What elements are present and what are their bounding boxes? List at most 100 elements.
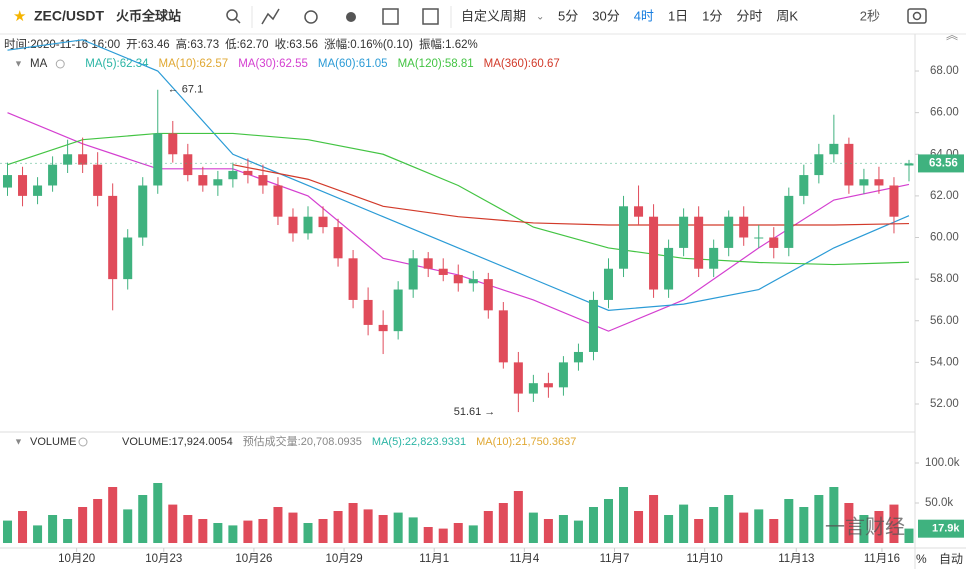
candle-body bbox=[333, 227, 343, 259]
y-tick-label: 66.00 bbox=[930, 107, 959, 119]
toolbar bbox=[0, 0, 966, 34]
candle-body bbox=[889, 185, 899, 217]
theme-icon[interactable] bbox=[346, 12, 356, 22]
volume-bar bbox=[573, 520, 583, 543]
ma-legend: MA(10):62.57 bbox=[159, 58, 229, 70]
period-button[interactable]: 周K bbox=[776, 8, 798, 23]
dropdown-arrow: ⌄ bbox=[536, 12, 544, 23]
volume-bar bbox=[18, 511, 28, 543]
volume-bar bbox=[123, 509, 133, 543]
x-tick-label: 10月26 bbox=[235, 553, 272, 565]
search-icon bbox=[235, 18, 241, 24]
period-button[interactable]: 5分 bbox=[558, 8, 578, 23]
candle-body bbox=[108, 195, 118, 280]
candle-body bbox=[739, 216, 749, 238]
candle-body bbox=[513, 362, 523, 394]
chart-icon[interactable] bbox=[422, 8, 439, 25]
volume-bar bbox=[348, 503, 358, 543]
percent-toggle[interactable]: % bbox=[916, 552, 927, 566]
volume-bar bbox=[679, 504, 689, 543]
candle-body bbox=[168, 133, 178, 155]
candle-body bbox=[724, 216, 734, 248]
volume-info: MA(10):21,750.3637 bbox=[476, 436, 576, 448]
candle-body bbox=[273, 185, 283, 217]
star-icon[interactable]: ★ bbox=[13, 8, 26, 25]
ma-legend: MA(120):58.81 bbox=[398, 58, 474, 70]
candle-body bbox=[18, 175, 28, 196]
volume-bar bbox=[363, 509, 373, 543]
volume-bar bbox=[754, 509, 764, 543]
ma-legend: MA(60):61.05 bbox=[318, 58, 388, 70]
candle-body bbox=[573, 351, 583, 363]
candle-body bbox=[784, 195, 794, 248]
candle-body bbox=[348, 258, 358, 300]
ma-title: MA bbox=[30, 58, 48, 70]
volume-bar bbox=[393, 512, 403, 543]
volume-bar bbox=[694, 519, 704, 543]
ohlc-info: 时间:2020-11-16 16:00 bbox=[4, 38, 120, 51]
volume-bar bbox=[634, 511, 644, 543]
search-icon[interactable] bbox=[226, 9, 238, 21]
candle-body bbox=[588, 299, 598, 352]
settings-icon[interactable] bbox=[304, 10, 318, 24]
ma-line bbox=[7, 39, 910, 311]
candle-body bbox=[258, 175, 268, 186]
volume-bar bbox=[724, 495, 734, 543]
candle-body bbox=[874, 179, 884, 186]
candle-body bbox=[63, 154, 73, 165]
ohlc-info: 振幅:1.62% bbox=[419, 37, 478, 51]
period-button[interactable]: 1分 bbox=[702, 8, 722, 23]
volume-bar bbox=[3, 520, 13, 543]
candle-body bbox=[78, 154, 88, 165]
indicator-icon[interactable] bbox=[261, 8, 280, 25]
volume-bar bbox=[844, 503, 854, 543]
period-button[interactable]: 分时 bbox=[736, 8, 762, 23]
candle-body bbox=[138, 185, 148, 238]
candle-body bbox=[799, 175, 809, 196]
candle-body bbox=[603, 268, 614, 300]
period-button[interactable]: 30分 bbox=[592, 8, 619, 23]
period-button[interactable]: 4时 bbox=[634, 8, 654, 23]
candle-body bbox=[363, 299, 373, 325]
candle-body bbox=[498, 310, 508, 363]
layout-icon[interactable] bbox=[382, 8, 399, 25]
candle-body bbox=[123, 237, 133, 280]
y-tick-label: 60.00 bbox=[930, 232, 959, 244]
volume-bar bbox=[108, 487, 118, 543]
collapse-icon[interactable]: ︽ bbox=[946, 28, 958, 42]
candle-body bbox=[318, 216, 328, 228]
candle-body bbox=[859, 179, 869, 186]
volume-bar bbox=[829, 487, 839, 543]
volume-bar bbox=[303, 523, 313, 543]
candle-body bbox=[829, 143, 839, 155]
volume-bar bbox=[528, 512, 538, 543]
candle-body bbox=[228, 170, 238, 180]
ohlc-info: 高:63.73 bbox=[176, 37, 219, 51]
x-tick-label: 11月13 bbox=[778, 553, 814, 565]
y-tick-label: 52.00 bbox=[930, 398, 959, 410]
volume-info: VOLUME:17,924.0054 bbox=[122, 436, 233, 448]
volume-bar bbox=[93, 499, 103, 543]
candle-body bbox=[153, 133, 163, 186]
candle-body bbox=[3, 175, 13, 188]
volume-settings-icon[interactable] bbox=[78, 437, 88, 447]
x-tick-label: 11月16 bbox=[864, 553, 900, 565]
candle-body bbox=[709, 247, 719, 269]
volume-bar bbox=[483, 511, 493, 543]
refresh-rate[interactable]: 2秒 bbox=[860, 8, 880, 23]
candle-body bbox=[904, 163, 914, 166]
auto-toggle[interactable]: 自动 bbox=[939, 552, 963, 566]
period-button[interactable]: 1日 bbox=[668, 8, 688, 23]
volume-bar bbox=[438, 528, 448, 543]
y-tick-label: 68.00 bbox=[930, 65, 959, 77]
y-tick-label: 54.00 bbox=[930, 356, 959, 368]
ma-legend: MA(30):62.55 bbox=[238, 58, 308, 70]
volume-bar bbox=[664, 515, 674, 543]
custom-period[interactable]: 自定义周期 bbox=[461, 8, 526, 23]
volume-last-label: 17.9k bbox=[932, 523, 960, 535]
volume-bar bbox=[318, 519, 328, 543]
volume-bar bbox=[198, 519, 208, 543]
ma-settings-icon[interactable] bbox=[55, 59, 65, 69]
camera-icon[interactable] bbox=[907, 8, 927, 24]
